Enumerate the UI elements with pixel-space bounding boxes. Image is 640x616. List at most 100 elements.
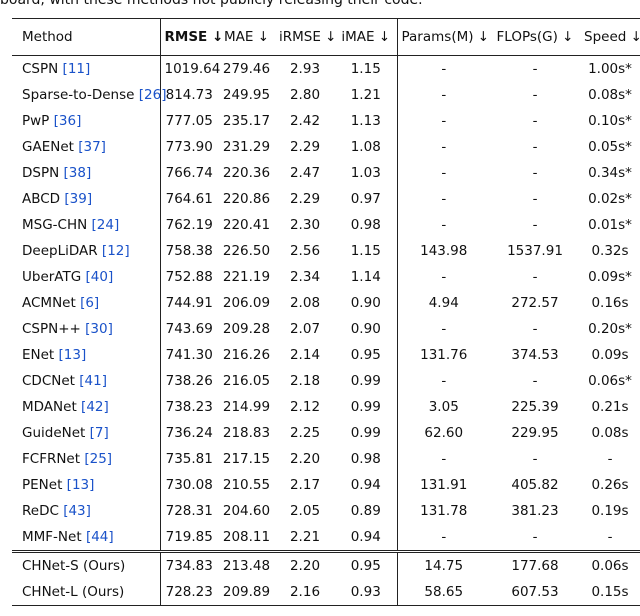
value-cell: - [441,191,447,207]
citation: [40] [85,269,114,285]
table-row: CDCNet [41] 738.26 216.05 2.18 0.99- -0.06s* [12,368,640,394]
citation: [7] [89,425,109,441]
value-cell: 2.56 [289,243,321,259]
value-cell: 214.99 [222,399,271,415]
value-cell: 2.29 [289,139,321,155]
table-row: ENet [13] 741.30 216.26 2.14 0.95 131.76 374.5… [12,342,640,368]
value-cell: 143.98 [420,243,468,259]
method-name: ACMNet [22,295,76,311]
citation: [41] [79,373,107,389]
value-cell: 208.11 [222,529,271,545]
value-cell: 272.57 [511,295,559,311]
value-cell: 0.20s* [588,321,632,337]
table-row: CSPN [11] 1019.64 279.46 2.93 1.15- -1.00s* [12,55,640,82]
value-cell: 0.98 [335,212,398,238]
value-cell: 220.41 [222,217,271,233]
value-cell: 2.30 [289,217,321,233]
value-cell: 735.81 [165,451,213,467]
citation: [39] [64,191,93,207]
value-cell: - [441,113,447,129]
value-cell: 1019.64 [164,61,221,77]
value-cell: 0.05s* [588,139,632,155]
method-name: MSG-CHN [22,217,88,233]
citation: [38] [63,165,92,181]
header-cell: iMAE ↓ [335,18,398,56]
method-name: GuideNet [22,425,86,441]
method-cell: MSG-CHN [24] [12,212,161,238]
table-row: GuideNet [7] 736.24 218.83 2.25 0.99 62.60 229… [12,420,640,446]
value-cell: 0.10s* [588,113,632,129]
method-cell: MMF-Net [44] [12,524,161,552]
value-cell: 209.89 [218,579,275,606]
method-cell: DeepLiDAR [12] [12,238,161,264]
method-name: GAENet [22,139,74,155]
value-cell: 381.23 [511,503,559,519]
value-cell: 0.90 [335,290,398,316]
value-cell: 0.93 [335,579,398,606]
value-cell: 1537.91 [507,243,563,259]
value-cell: 0.19s [591,503,629,519]
value-cell: 249.95 [222,87,271,103]
value-cell: - [441,139,447,155]
value-cell: 777.05 [165,113,213,129]
value-cell: 728.23 [160,579,218,606]
method-cell: GAENet [37] [12,134,161,160]
value-cell: 0.16s [591,295,629,311]
method-name: UberATG [22,269,82,285]
value-cell: 225.39 [511,399,559,415]
value-cell: - [441,87,447,103]
value-cell: 204.60 [222,503,271,519]
citation: [44] [85,529,114,545]
header-cell: Params(M) ↓ [397,18,490,56]
table-row: CHNet-L (Ours) 728.23 209.89 2.16 0.93 58.65 6… [12,579,640,606]
table-row: CHNet-S (Ours) 734.83 213.48 2.20 0.95 14.75 1… [12,550,640,579]
method-name: Sparse-to-Dense [22,87,135,103]
value-cell: - [532,529,538,545]
value-cell: 0.94 [335,524,398,552]
method-cell: PENet [13] [12,472,161,498]
method-cell: CHNet-L (Ours) [12,579,161,606]
method-name: PwP [22,113,50,129]
method-name: ReDC [22,503,59,519]
value-cell: 1.15 [335,238,398,264]
citation: [11] [62,61,91,77]
value-cell: 0.95 [335,550,398,579]
value-cell: - [532,113,538,129]
value-cell: 2.80 [289,87,321,103]
method-name: PENet [22,477,63,493]
value-cell: 220.86 [222,191,271,207]
value-cell: 2.08 [289,295,321,311]
table-body: CSPN [11] 1019.64 279.46 2.93 1.15- -1.00s* Sp… [12,55,640,606]
value-cell: 0.06s [580,550,640,579]
method-cell: FCFRNet [25] [12,446,161,472]
value-cell: 2.20 [289,451,321,467]
value-cell: 736.24 [165,425,213,441]
value-cell: 2.17 [289,477,321,493]
method-name: FCFRNet [22,451,81,467]
value-cell: 741.30 [165,347,213,363]
method-name: ENet [22,347,55,363]
value-cell: 2.05 [289,503,321,519]
value-cell: 1.13 [335,108,398,134]
value-cell: 0.09s [591,347,629,363]
value-cell: - [532,87,538,103]
value-cell: 1.21 [335,82,398,108]
citation: [30] [85,321,113,337]
table-row: DSPN [38] 766.74 220.36 2.47 1.03- -0.34s* [12,160,640,186]
value-cell: 728.31 [165,503,213,519]
value-cell: 235.17 [222,113,271,129]
value-cell: 58.65 [397,579,490,606]
value-cell: - [532,269,538,285]
value-cell: 220.36 [222,165,271,181]
value-cell: 2.93 [289,61,321,77]
value-cell: 0.99 [335,368,398,394]
table-row: ABCD [39] 764.61 220.86 2.29 0.97- -0.02s* [12,186,640,212]
value-cell: 3.05 [428,399,459,415]
value-cell: 0.98 [335,446,398,472]
method-cell: MDANet [42] [12,394,161,420]
method-cell: CSPN++ [30] [12,316,161,342]
table-row: MMF-Net [44] 719.85 208.11 2.21 0.94- - - [12,524,640,552]
value-cell: - [532,191,538,207]
method-cell: ABCD [39] [12,186,161,212]
value-cell: - [441,269,447,285]
